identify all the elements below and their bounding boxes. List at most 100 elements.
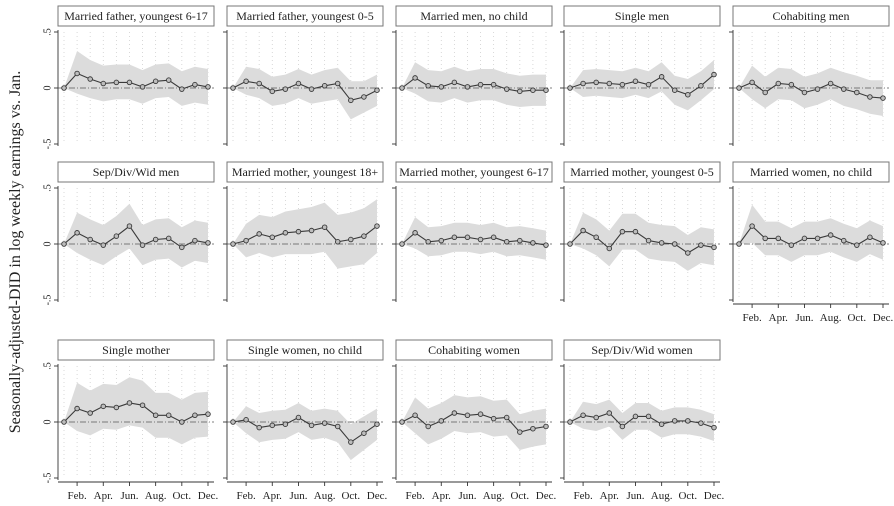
panel-header-box (395, 339, 553, 361)
data-point (282, 86, 289, 92)
data-point (61, 241, 67, 247)
data-point (438, 84, 445, 90)
data-point (295, 414, 302, 421)
data-point (567, 241, 573, 247)
x-tick-label: Dec. (704, 490, 725, 502)
data-point (361, 233, 367, 239)
data-point (399, 419, 405, 425)
data-point (840, 86, 847, 92)
data-point (801, 89, 808, 96)
data-point (374, 223, 380, 229)
data-point (490, 415, 497, 422)
data-point (295, 80, 302, 87)
x-tick-label: Jun. (120, 490, 138, 502)
panel-12: Single women, no child Feb. Apr. Jun. Aug. Oc… (223, 339, 388, 502)
panel-title: Single women, no child (248, 343, 362, 357)
panel-header-box (732, 5, 890, 27)
data-point (100, 403, 107, 410)
data-point (645, 413, 652, 420)
y-tick-label: 0 (42, 420, 53, 425)
data-point (192, 237, 198, 244)
data-point (671, 241, 678, 247)
panel-4: Single men (560, 5, 721, 146)
data-point (230, 419, 236, 425)
data-point (205, 240, 211, 246)
panel-8: Married mother, youngest 6-17 (392, 161, 553, 302)
data-point (567, 419, 573, 425)
data-point (632, 228, 639, 235)
data-point (517, 88, 523, 95)
panel-11: Single mother -.5 0 .5 Feb. Apr. Jun. Aug. Oct. D… (42, 339, 218, 502)
data-point (490, 234, 497, 241)
data-point (374, 421, 380, 427)
data-point (282, 421, 289, 427)
data-point (113, 404, 120, 411)
confidence-band (233, 66, 377, 120)
data-point (867, 234, 873, 241)
confidence-band (402, 395, 546, 450)
data-point (543, 423, 549, 430)
data-point (438, 418, 445, 424)
panel-title: Sep/Div/Wid women (591, 343, 692, 357)
x-tick-label: Dec. (367, 490, 388, 502)
panel-header-box (57, 161, 215, 183)
data-point (61, 85, 67, 91)
confidence-band (739, 204, 883, 262)
data-point (658, 421, 665, 427)
data-point (593, 234, 599, 241)
data-point (464, 234, 471, 241)
data-point (74, 230, 80, 236)
data-point (334, 239, 341, 245)
y-axis-title: Seasonally-adjusted-DID in log weekly ea… (7, 71, 24, 434)
confidence-band (64, 377, 208, 445)
panel-5: Cohabiting men (729, 5, 890, 146)
data-point (243, 417, 249, 423)
data-point (269, 234, 276, 241)
data-point (295, 228, 302, 235)
data-point (619, 423, 626, 430)
panel-title: Single mother (102, 343, 170, 357)
data-point (711, 71, 717, 78)
data-point (348, 236, 354, 243)
data-point (503, 86, 510, 92)
data-point (412, 230, 418, 236)
data-point (399, 85, 405, 91)
panel-header-box (226, 161, 384, 183)
data-point (269, 88, 276, 95)
data-point (477, 236, 484, 243)
x-tick-label: Feb. (236, 490, 256, 502)
x-tick-label: Apr. (600, 490, 620, 502)
x-tick-label: Oct. (172, 490, 191, 502)
data-point (348, 439, 354, 445)
data-point (308, 422, 315, 429)
data-point (256, 80, 262, 87)
panel-title: Married mother, youngest 6-17 (399, 165, 548, 179)
x-tick-label: Aug. (145, 490, 167, 502)
data-point (788, 242, 795, 248)
data-point (361, 430, 367, 436)
x-tick-label: Aug. (483, 490, 505, 502)
y-tick-label: .5 (42, 184, 53, 192)
data-point (827, 232, 834, 238)
data-point (593, 414, 599, 421)
data-point (321, 224, 328, 230)
data-point (87, 236, 93, 243)
panel-header-box (732, 161, 890, 183)
x-tick-label: Apr. (432, 490, 452, 502)
data-point (490, 81, 497, 88)
data-point (165, 412, 172, 419)
x-tick-label: Oct. (341, 490, 360, 502)
panel-header-box (226, 339, 384, 361)
x-tick-label: Oct. (510, 490, 529, 502)
data-point (517, 429, 523, 435)
confidence-band (570, 399, 714, 441)
data-point (425, 83, 431, 89)
data-point (334, 80, 341, 87)
y-tick-label: 0 (42, 242, 53, 247)
x-tick-label: Oct. (847, 312, 866, 324)
data-point (74, 405, 80, 412)
data-point (580, 80, 586, 87)
x-tick-label: Apr. (263, 490, 283, 502)
confidence-band (233, 403, 377, 461)
data-point (61, 419, 67, 425)
